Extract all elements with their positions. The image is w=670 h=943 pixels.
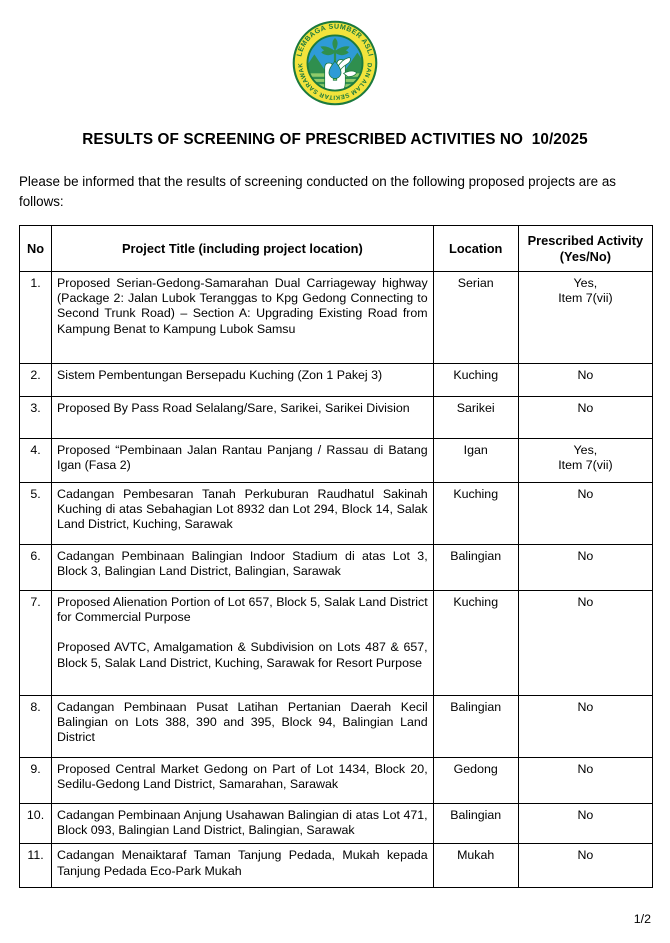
project-title-paragraph: Proposed By Pass Road Selalang/Sare, Sar… xyxy=(57,401,410,415)
project-title-cell: Cadangan Pembesaran Tanah Perkuburan Rau… xyxy=(51,482,434,545)
row-number: 10. xyxy=(18,802,53,845)
table-row: 7. Proposed Alienation Portion of Lot 657… xyxy=(18,590,654,696)
table-body: 1. Proposed Serian-Gedong-Samarahan Dual … xyxy=(18,271,654,889)
location-cell: Serian xyxy=(432,271,519,364)
project-title-cell: Proposed Serian-Gedong-Samarahan Dual Ca… xyxy=(51,271,434,364)
location-cell: Sarikei xyxy=(432,396,519,439)
prescribed-activity-cell: No xyxy=(517,843,654,889)
table-row: 10. Cadangan Pembinaan Anjung Usahawan Ba… xyxy=(18,802,654,845)
location-cell: Balingian xyxy=(432,544,519,591)
project-title-cell: Proposed By Pass Road Selalang/Sare, Sar… xyxy=(51,396,434,439)
row-number: 5. xyxy=(18,482,53,545)
location-cell: Gedong xyxy=(432,757,519,804)
project-title-cell: Cadangan Menaiktaraf Taman Tanjung Pedad… xyxy=(51,843,434,889)
column-header-no: No xyxy=(18,225,53,272)
location-cell: Kuching xyxy=(432,482,519,545)
row-number: 6. xyxy=(18,544,53,591)
table-row: 4. Proposed “Pembinaan Jalan Rantau Panja… xyxy=(18,438,654,483)
project-title-paragraph: Proposed “Pembinaan Jalan Rantau Panjang… xyxy=(57,443,428,473)
column-header-prescribed-activity-line2: (Yes/No) xyxy=(559,248,611,264)
logo-container: LEMBAGA SUMBER ASLI DAN ALAM SEKITAR SAR… xyxy=(0,20,670,106)
column-header-location: Location xyxy=(432,225,519,272)
project-title-paragraph: Cadangan Pembinaan Balingian Indoor Stad… xyxy=(57,549,428,579)
location-cell: Balingian xyxy=(432,695,519,758)
row-number: 4. xyxy=(18,438,53,483)
project-title-cell: Cadangan Pembinaan Pusat Latihan Pertani… xyxy=(51,695,434,758)
prescribed-activity-cell: No xyxy=(517,482,654,545)
table-row: 11. Cadangan Menaiktaraf Taman Tanjung Pe… xyxy=(18,843,654,889)
project-title-paragraph: Cadangan Pembesaran Tanah Perkuburan Rau… xyxy=(57,487,428,532)
project-title-cell: Cadangan Pembinaan Anjung Usahawan Balin… xyxy=(51,802,434,845)
project-title-paragraph: Cadangan Pembinaan Pusat Latihan Pertani… xyxy=(57,700,428,745)
project-title-paragraph: Proposed Central Market Gedong on Part o… xyxy=(57,762,428,792)
page-title: RESULTS OF SCREENING OF PRESCRIBED ACTIV… xyxy=(82,131,588,148)
table-row: 5. Cadangan Pembesaran Tanah Perkuburan R… xyxy=(18,482,654,545)
table-row: 6. Cadangan Pembinaan Balingian Indoor St… xyxy=(18,544,654,591)
location-cell: Mukah xyxy=(432,843,519,889)
row-number: 3. xyxy=(18,396,53,439)
row-number: 9. xyxy=(18,757,53,804)
location-cell: Kuching xyxy=(432,363,519,397)
project-title-cell: Proposed “Pembinaan Jalan Rantau Panjang… xyxy=(51,438,434,483)
table-row: 8. Cadangan Pembinaan Pusat Latihan Perta… xyxy=(18,695,654,758)
table-row: 2. Sistem Pembentungan Bersepadu Kuching … xyxy=(18,363,654,397)
table-header: No Project Title (including project loca… xyxy=(18,225,654,272)
project-title-paragraph: Cadangan Menaiktaraf Taman Tanjung Pedad… xyxy=(57,848,428,878)
prescribed-activity-cell: No xyxy=(517,757,654,804)
table-row: 1. Proposed Serian-Gedong-Samarahan Dual … xyxy=(18,271,654,364)
table-header-row: No Project Title (including project loca… xyxy=(18,225,654,272)
row-number: 1. xyxy=(18,271,53,364)
project-title-cell: Sistem Pembentungan Bersepadu Kuching (Z… xyxy=(51,363,434,397)
prescribed-activity-cell: No xyxy=(517,695,654,758)
location-cell: Balingian xyxy=(432,802,519,845)
screening-results-table: No Project Title (including project loca… xyxy=(18,225,654,889)
project-title-cell: Proposed Alienation Portion of Lot 657, … xyxy=(51,590,434,696)
prescribed-activity-cell: No xyxy=(517,363,654,397)
table-row: 3. Proposed By Pass Road Selalang/Sare, S… xyxy=(18,396,654,439)
project-title-paragraph: Proposed AVTC, Amalgamation & Subdivisio… xyxy=(57,640,428,670)
table-row: 9. Proposed Central Market Gedong on Part… xyxy=(18,757,654,804)
row-number: 2. xyxy=(18,363,53,397)
project-title-cell: Cadangan Pembinaan Balingian Indoor Stad… xyxy=(51,544,434,591)
row-number: 11. xyxy=(18,843,53,889)
location-cell: Kuching xyxy=(432,590,519,696)
location-cell: Igan xyxy=(432,438,519,483)
prescribed-activity-cell: No xyxy=(517,590,654,696)
column-header-project-title: Project Title (including project locatio… xyxy=(51,225,434,272)
lembaga-sumber-asli-sarawak-logo: LEMBAGA SUMBER ASLI DAN ALAM SEKITAR SAR… xyxy=(292,20,378,106)
project-title-paragraph: Cadangan Pembinaan Anjung Usahawan Balin… xyxy=(57,808,428,838)
column-header-prescribed-activity: Prescribed Activity (Yes/No) xyxy=(517,225,654,272)
prescribed-activity-cell: Yes, Item 7(vii) xyxy=(517,271,654,364)
prescribed-activity-cell: No xyxy=(517,396,654,439)
prescribed-activity-cell: No xyxy=(517,802,654,845)
column-header-prescribed-activity-line1: Prescribed Activity xyxy=(527,233,644,248)
project-title-paragraph: Sistem Pembentungan Bersepadu Kuching (Z… xyxy=(57,368,383,382)
row-number: 8. xyxy=(18,695,53,758)
project-title-paragraph: Proposed Alienation Portion of Lot 657, … xyxy=(57,595,428,625)
page-number: 1/2 xyxy=(633,912,651,926)
intro-paragraph: Please be informed that the results of s… xyxy=(19,174,616,209)
prescribed-activity-cell: No xyxy=(517,544,654,591)
project-title-cell: Proposed Central Market Gedong on Part o… xyxy=(51,757,434,804)
row-number: 7. xyxy=(18,590,53,696)
project-title-paragraph: Proposed Serian-Gedong-Samarahan Dual Ca… xyxy=(57,276,428,336)
prescribed-activity-cell: Yes, Item 7(vii) xyxy=(517,438,654,483)
